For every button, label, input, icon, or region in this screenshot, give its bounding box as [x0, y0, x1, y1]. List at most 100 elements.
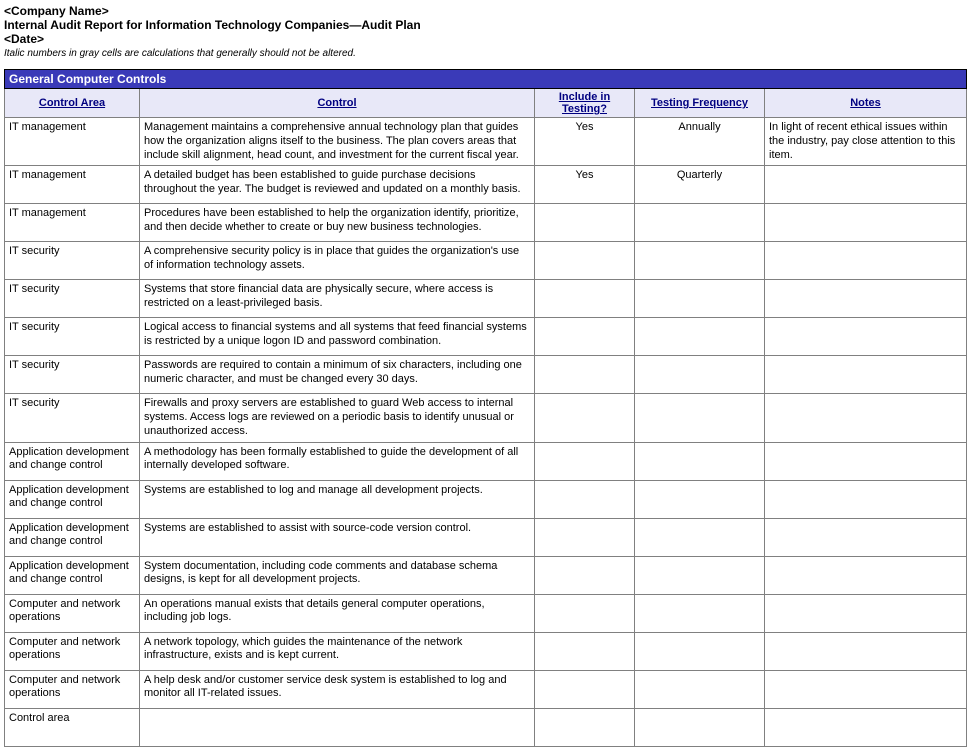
audit-table: General Computer Controls Control Area C…: [4, 69, 967, 747]
table-row: Control area: [5, 708, 967, 746]
cell-notes: [765, 480, 967, 518]
cell-frequency: [635, 356, 765, 394]
cell-notes: [765, 594, 967, 632]
cell-control: Systems are established to assist with s…: [140, 518, 535, 556]
cell-control-area: IT security: [5, 394, 140, 442]
cell-control-area: IT security: [5, 242, 140, 280]
cell-notes: [765, 670, 967, 708]
cell-control: A methodology has been formally establis…: [140, 442, 535, 480]
cell-frequency: Quarterly: [635, 166, 765, 204]
cell-notes: [765, 632, 967, 670]
cell-notes: [765, 518, 967, 556]
cell-control: System documentation, including code com…: [140, 556, 535, 594]
table-row: Application development and change contr…: [5, 480, 967, 518]
table-row: IT securityA comprehensive security poli…: [5, 242, 967, 280]
table-row: IT securityLogical access to financial s…: [5, 318, 967, 356]
cell-frequency: [635, 442, 765, 480]
cell-frequency: [635, 632, 765, 670]
cell-frequency: [635, 594, 765, 632]
table-row: Application development and change contr…: [5, 518, 967, 556]
cell-control-area: IT management: [5, 118, 140, 166]
cell-frequency: [635, 280, 765, 318]
table-row: IT managementManagement maintains a comp…: [5, 118, 967, 166]
cell-notes: [765, 556, 967, 594]
cell-frequency: Annually: [635, 118, 765, 166]
header-note: Italic numbers in gray cells are calcula…: [4, 48, 967, 59]
cell-frequency: [635, 204, 765, 242]
cell-control: A detailed budget has been established t…: [140, 166, 535, 204]
cell-control-area: IT security: [5, 356, 140, 394]
cell-include: [535, 670, 635, 708]
col-header-freq: Testing Frequency: [635, 89, 765, 118]
cell-control: Systems are established to log and manag…: [140, 480, 535, 518]
cell-notes: [765, 356, 967, 394]
cell-control-area: Computer and network operations: [5, 594, 140, 632]
cell-control-area: Computer and network operations: [5, 632, 140, 670]
header-company: <Company Name>: [4, 4, 967, 18]
table-row: Computer and network operationsAn operat…: [5, 594, 967, 632]
cell-frequency: [635, 394, 765, 442]
cell-frequency: [635, 556, 765, 594]
cell-notes: [765, 708, 967, 746]
cell-control: Management maintains a comprehensive ann…: [140, 118, 535, 166]
cell-control: A comprehensive security policy is in pl…: [140, 242, 535, 280]
cell-include: Yes: [535, 118, 635, 166]
cell-frequency: [635, 318, 765, 356]
cell-control-area: IT security: [5, 280, 140, 318]
cell-include: [535, 356, 635, 394]
col-header-area: Control Area: [5, 89, 140, 118]
col-header-control: Control: [140, 89, 535, 118]
cell-frequency: [635, 480, 765, 518]
cell-frequency: [635, 670, 765, 708]
cell-control: An operations manual exists that details…: [140, 594, 535, 632]
header-title: Internal Audit Report for Information Te…: [4, 18, 967, 32]
cell-control: A help desk and/or customer service desk…: [140, 670, 535, 708]
cell-control-area: Application development and change contr…: [5, 442, 140, 480]
header-row: Control Area Control Include in Testing?…: [5, 89, 967, 118]
table-row: Application development and change contr…: [5, 442, 967, 480]
table-row: IT managementA detailed budget has been …: [5, 166, 967, 204]
cell-control: A network topology, which guides the mai…: [140, 632, 535, 670]
cell-include: [535, 242, 635, 280]
cell-control-area: IT management: [5, 166, 140, 204]
table-row: Computer and network operationsA network…: [5, 632, 967, 670]
cell-include: [535, 394, 635, 442]
cell-control-area: Application development and change contr…: [5, 518, 140, 556]
cell-include: [535, 518, 635, 556]
cell-control-area: Application development and change contr…: [5, 480, 140, 518]
col-header-notes: Notes: [765, 89, 967, 118]
cell-include: [535, 708, 635, 746]
cell-include: [535, 204, 635, 242]
cell-notes: [765, 442, 967, 480]
cell-include: [535, 280, 635, 318]
col-header-include: Include in Testing?: [535, 89, 635, 118]
cell-notes: [765, 204, 967, 242]
cell-control-area: Application development and change contr…: [5, 556, 140, 594]
cell-notes: [765, 280, 967, 318]
table-row: IT securityPasswords are required to con…: [5, 356, 967, 394]
cell-notes: In light of recent ethical issues within…: [765, 118, 967, 166]
table-row: Application development and change contr…: [5, 556, 967, 594]
cell-include: [535, 442, 635, 480]
cell-control-area: Control area: [5, 708, 140, 746]
cell-include: [535, 480, 635, 518]
cell-frequency: [635, 242, 765, 280]
section-row: General Computer Controls: [5, 70, 967, 89]
cell-include: [535, 556, 635, 594]
cell-include: [535, 318, 635, 356]
cell-control: [140, 708, 535, 746]
table-row: IT securitySystems that store financial …: [5, 280, 967, 318]
section-title: General Computer Controls: [5, 70, 967, 89]
cell-notes: [765, 318, 967, 356]
table-row: Computer and network operationsA help de…: [5, 670, 967, 708]
cell-notes: [765, 166, 967, 204]
table-row: IT managementProcedures have been establ…: [5, 204, 967, 242]
cell-control-area: IT management: [5, 204, 140, 242]
cell-control: Logical access to financial systems and …: [140, 318, 535, 356]
cell-notes: [765, 242, 967, 280]
cell-frequency: [635, 708, 765, 746]
cell-control: Systems that store financial data are ph…: [140, 280, 535, 318]
cell-include: [535, 632, 635, 670]
header-date: <Date>: [4, 32, 967, 46]
cell-control: Passwords are required to contain a mini…: [140, 356, 535, 394]
